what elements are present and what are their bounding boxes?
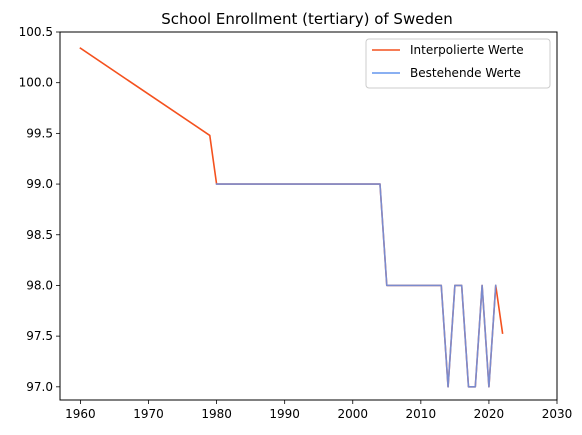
legend: Interpolierte Werte Bestehende Werte xyxy=(365,38,551,89)
plot-frame xyxy=(59,31,558,401)
x-tick-label: 2000 xyxy=(337,407,368,421)
x-tick-label: 1980 xyxy=(201,407,232,421)
chart-title: School Enrollment (tertiary) of Sweden xyxy=(161,10,452,28)
y-tick-label: 98.5 xyxy=(26,228,53,242)
y-tick-label: 97.0 xyxy=(26,380,53,394)
x-tick-label: 1990 xyxy=(269,407,300,421)
y-axis: 97.0 97.5 98.0 98.5 99.0 99.5 100.0 100.5 xyxy=(19,25,60,394)
x-tick-label: 2020 xyxy=(474,407,505,421)
legend-label-1: Interpolierte Werte xyxy=(410,43,524,57)
y-tick-label: 100.5 xyxy=(19,25,53,39)
series-line-2 xyxy=(215,183,497,388)
y-tick-label: 100.0 xyxy=(19,76,53,90)
legend-box xyxy=(365,38,551,89)
y-tick-label: 97.5 xyxy=(26,329,53,343)
y-tick-label: 99.0 xyxy=(26,177,53,191)
y-tick-label: 98.0 xyxy=(26,278,53,292)
legend-label-2: Bestehende Werte xyxy=(410,66,521,80)
x-tick-label: 2010 xyxy=(406,407,437,421)
x-tick-label: 1960 xyxy=(65,407,96,421)
series-layer xyxy=(79,47,504,388)
x-tick-label: 1970 xyxy=(133,407,164,421)
x-tick-label: 2030 xyxy=(542,407,573,421)
series-line-1 xyxy=(79,47,504,388)
x-axis: 1960 1970 1980 1990 2000 2010 2020 2030 xyxy=(65,400,572,421)
y-tick-label: 99.5 xyxy=(26,126,53,140)
